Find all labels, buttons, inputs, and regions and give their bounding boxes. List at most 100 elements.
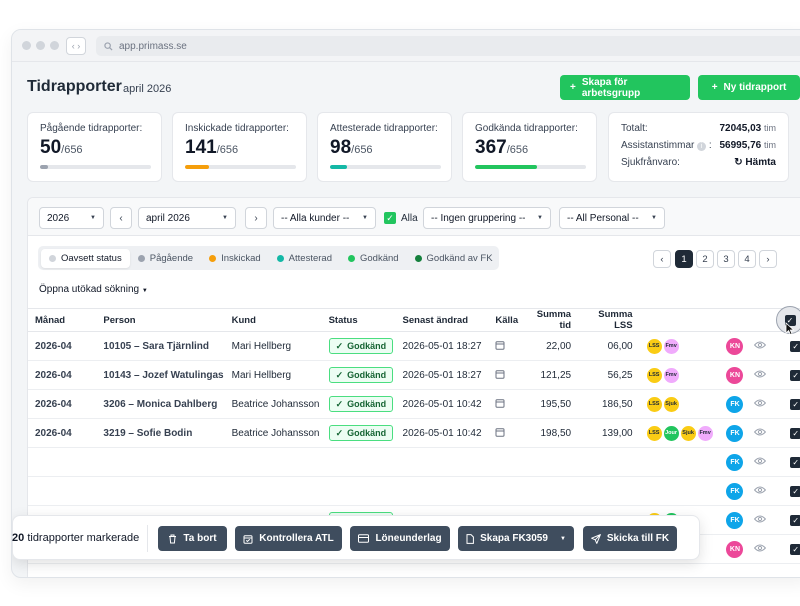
salary-basis-button[interactable]: Löneunderlag: [350, 526, 450, 551]
pagination-page-2[interactable]: 2: [696, 250, 714, 268]
row-checkbox[interactable]: ✓: [790, 340, 800, 352]
row-checkbox[interactable]: ✓: [790, 427, 800, 439]
advanced-search-toggle[interactable]: Öppna utökad sökning ▼: [39, 284, 148, 295]
create-fk3059-button[interactable]: Skapa FK3059 ▼: [458, 526, 574, 551]
col-changed[interactable]: Senast ändrad: [398, 308, 492, 332]
eye-icon[interactable]: [754, 340, 767, 352]
status-tab[interactable]: Pågående: [130, 249, 201, 268]
cell-select[interactable]: ✓: [776, 360, 800, 390]
cell-sum-lss: [575, 447, 637, 477]
cell-person[interactable]: [99, 476, 228, 506]
cell-view[interactable]: [750, 389, 777, 419]
check-icon: ✓: [784, 314, 796, 326]
col-source[interactable]: Källa: [491, 308, 524, 332]
delete-button[interactable]: Ta bort: [158, 526, 227, 551]
table-row[interactable]: 2026-04 10105 – Sara Tjärnlind Mari Hellbe…: [28, 331, 800, 361]
pagination-page-4[interactable]: 4: [738, 250, 756, 268]
eye-icon[interactable]: [754, 543, 767, 555]
cell-person[interactable]: 10143 – Jozef Watulingas: [99, 360, 228, 390]
row-checkbox[interactable]: ✓: [790, 456, 800, 468]
eye-icon[interactable]: [754, 427, 767, 439]
calendar-icon: [495, 427, 505, 440]
send-to-fk-button[interactable]: Skicka till FK: [583, 526, 677, 551]
cell-view[interactable]: [750, 534, 777, 564]
pagination-prev[interactable]: ‹: [653, 250, 671, 268]
pagination-next[interactable]: ›: [759, 250, 777, 268]
prev-month-button[interactable]: ‹: [110, 207, 132, 229]
table-header-row: Månad Person Kund Status Senast ändrad K…: [28, 308, 800, 332]
window-dot-minimize[interactable]: [36, 41, 45, 50]
table-row[interactable]: FK ✓: [28, 447, 800, 477]
check-icon: ✓: [335, 369, 344, 380]
cell-person[interactable]: 3206 – Monica Dahlberg: [99, 389, 228, 419]
table-row[interactable]: 2026-04 10143 – Jozef Watulingas Mari Hell…: [28, 360, 800, 390]
pagination-page-3[interactable]: 3: [717, 250, 735, 268]
cell-select[interactable]: ✓: [776, 534, 800, 564]
cell-select[interactable]: ✓: [776, 447, 800, 477]
cell-select[interactable]: ✓: [776, 331, 800, 361]
cell-person[interactable]: 3219 – Sofie Bodin: [99, 418, 228, 448]
pagination-page-1[interactable]: 1: [675, 250, 693, 268]
cell-customer: [227, 476, 325, 506]
col-sum-time[interactable]: Summa tid: [523, 308, 576, 332]
create-for-group-button[interactable]: + Skapa för arbetsgrupp: [560, 75, 690, 100]
cell-sum-time: 22,00: [523, 331, 576, 361]
cell-status: [324, 447, 399, 477]
col-sum-lss[interactable]: Summa LSS: [575, 308, 637, 332]
grouping-select[interactable]: -- Ingen gruppering -- ▼: [423, 207, 551, 229]
table-row[interactable]: 2026-04 3219 – Sofie Bodin Beatrice Johans…: [28, 418, 800, 448]
cell-view[interactable]: [750, 505, 777, 535]
tag-badge: Sjuk: [680, 425, 696, 441]
cell-view[interactable]: [750, 360, 777, 390]
cell-person[interactable]: 10105 – Sara Tjärnlind: [99, 331, 228, 361]
personnel-select[interactable]: -- All Personal -- ▼: [559, 207, 665, 229]
eye-icon[interactable]: [754, 514, 767, 526]
progress-bar: [475, 165, 586, 169]
eye-icon[interactable]: [754, 369, 767, 381]
check-atl-button[interactable]: Kontrollera ATL: [235, 526, 342, 551]
customer-select[interactable]: -- Alla kunder -- ▼: [273, 207, 376, 229]
cell-view[interactable]: [750, 476, 777, 506]
col-person[interactable]: Person: [99, 308, 228, 332]
info-icon[interactable]: i: [697, 142, 707, 151]
col-customer[interactable]: Kund: [227, 308, 325, 332]
cell-select[interactable]: ✓: [776, 476, 800, 506]
fetch-sick-leave-button[interactable]: ↻ Hämta: [734, 157, 776, 168]
status-tab[interactable]: Godkänd: [340, 249, 407, 268]
cell-view[interactable]: [750, 447, 777, 477]
status-tab[interactable]: Inskickad: [201, 249, 269, 268]
col-status[interactable]: Status: [324, 308, 399, 332]
row-checkbox[interactable]: ✓: [790, 369, 800, 381]
row-checkbox[interactable]: ✓: [790, 514, 800, 526]
status-tab[interactable]: Godkänd av FK: [407, 249, 501, 268]
cell-select[interactable]: ✓: [776, 389, 800, 419]
cell-person[interactable]: [99, 447, 228, 477]
back-forward-icon[interactable]: ‹ ›: [66, 37, 86, 55]
row-checkbox[interactable]: ✓: [790, 485, 800, 497]
month-select[interactable]: april 2026 ▼: [138, 207, 236, 229]
new-timesheet-button[interactable]: + Ny tidrapport: [698, 75, 800, 100]
eye-icon[interactable]: [754, 485, 767, 497]
cell-select[interactable]: ✓: [776, 418, 800, 448]
eye-icon[interactable]: [754, 456, 767, 468]
next-month-button[interactable]: ›: [245, 207, 267, 229]
table-row[interactable]: 2026-04 3206 – Monica Dahlberg Beatrice Jo…: [28, 389, 800, 419]
window-dot-maximize[interactable]: [50, 41, 59, 50]
eye-icon[interactable]: [754, 398, 767, 410]
status-tab[interactable]: Attesterad: [269, 249, 340, 268]
row-checkbox[interactable]: ✓: [790, 543, 800, 555]
window-dot-close[interactable]: [22, 41, 31, 50]
all-checkbox[interactable]: ✓ Alla: [384, 212, 418, 224]
cell-select[interactable]: ✓: [776, 505, 800, 535]
status-tab[interactable]: Oavsett status: [41, 248, 130, 268]
cell-view[interactable]: [750, 418, 777, 448]
url-bar[interactable]: app.primass.se: [96, 36, 800, 56]
year-select[interactable]: 2026 ▼: [39, 207, 104, 229]
col-month[interactable]: Månad: [28, 308, 100, 332]
table-row[interactable]: FK ✓: [28, 476, 800, 506]
col-view: [750, 308, 777, 332]
page-title: Tidrapporter: [27, 78, 122, 95]
cell-view[interactable]: [750, 331, 777, 361]
status-dot-icon: [137, 254, 145, 262]
row-checkbox[interactable]: ✓: [790, 398, 800, 410]
